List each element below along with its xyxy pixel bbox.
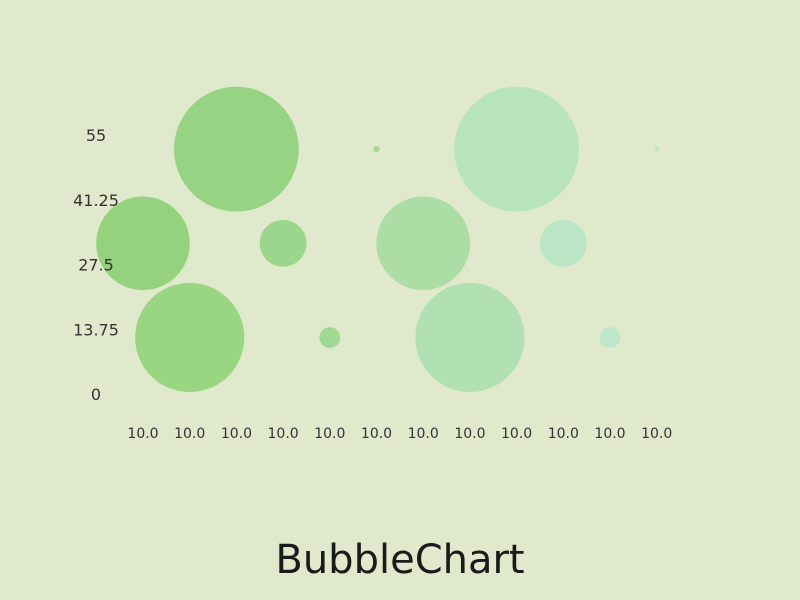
y-axis-ticks: 55 41.25 27.5 13.75 0 (73, 126, 119, 404)
x-tick-label: 10.0 (314, 426, 345, 442)
x-tick-label: 10.0 (361, 426, 392, 442)
bubble-point-7 (376, 196, 471, 291)
x-tick-label: 10.0 (221, 426, 252, 442)
bubble-point-1 (96, 196, 190, 291)
bubble-point-10 (539, 219, 587, 267)
x-tick-label: 10.0 (594, 426, 625, 442)
bubble-point-5 (319, 327, 341, 348)
x-tick-label: 10.0 (548, 426, 579, 442)
x-tick-label: 10.0 (127, 426, 158, 442)
bubble-series (96, 86, 660, 393)
x-tick-label: 10.0 (501, 426, 532, 442)
chart-title: BubbleChart (275, 537, 525, 583)
y-tick-label: 27.5 (78, 256, 114, 275)
y-tick-label: 55 (86, 126, 106, 145)
bubble-point-3 (174, 86, 299, 212)
x-tick-label: 10.0 (408, 426, 439, 442)
bubble-point-2 (135, 282, 245, 393)
x-tick-label: 10.0 (174, 426, 205, 442)
x-tick-label: 10.0 (641, 426, 672, 442)
bubble-point-6 (373, 146, 380, 153)
bubble-point-11 (599, 327, 621, 348)
bubble-point-9 (454, 86, 579, 212)
bubble-point-12 (654, 146, 660, 152)
y-tick-label: 0 (91, 385, 101, 404)
x-tick-label: 10.0 (268, 426, 299, 442)
y-tick-label: 13.75 (73, 320, 119, 339)
x-tick-label: 10.0 (454, 426, 485, 442)
x-axis-ticks: 10.0 10.0 10.0 10.0 10.0 10.0 10.0 10.0 10.0 10.0… (127, 426, 672, 442)
y-tick-label: 41.25 (73, 191, 119, 210)
bubble-point-8 (415, 282, 525, 393)
bubble-point-4 (259, 219, 307, 267)
